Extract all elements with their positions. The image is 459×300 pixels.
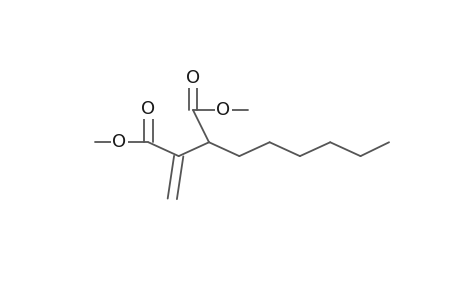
Text: O: O — [112, 133, 126, 151]
Text: O: O — [141, 100, 155, 118]
Text: O: O — [185, 69, 200, 87]
Text: O: O — [216, 101, 230, 119]
